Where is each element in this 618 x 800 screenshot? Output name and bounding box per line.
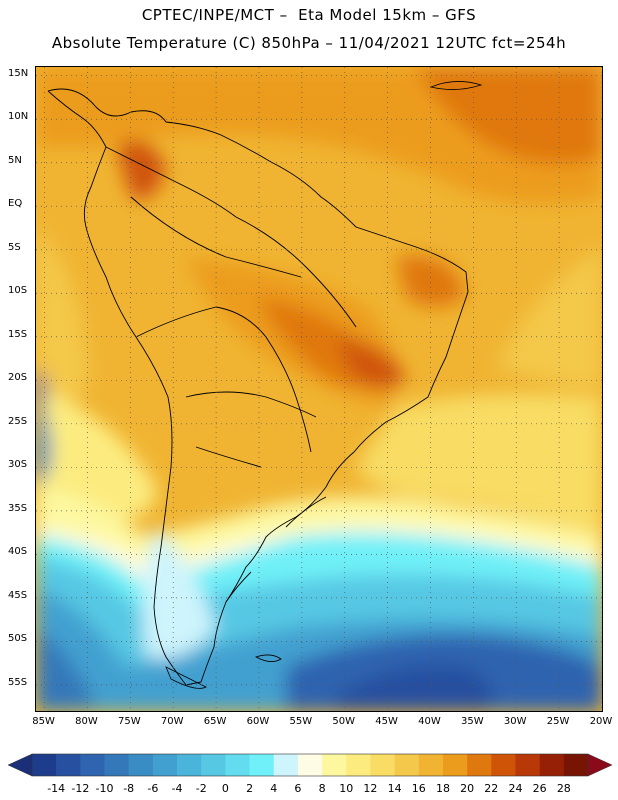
lon-tick-label: 50W [332,716,356,727]
lat-tick-label: 15S [8,328,28,340]
lon-tick-label: 35W [461,716,484,727]
colorbar-swatch [491,754,516,776]
colorbar-tick-label: -6 [147,782,159,795]
colorbar-swatch [539,754,565,776]
lat-tick-label: 20S [8,372,28,384]
colorbar-tick-label: 8 [318,782,326,795]
lat-tick-label: 50S [8,633,28,645]
colorbar-under-arrow [7,753,33,777]
lat-tick-label: 10N [8,111,29,123]
lon-tick-label: 80W [75,716,98,727]
colorbar-tick-label: 14 [387,782,402,795]
colorbar-swatch [563,754,589,776]
colorbar-tick-label: -14 [47,782,66,795]
lon-tick-label: 70W [160,716,184,727]
colorbar-tick-label: 20 [460,782,475,795]
map-title-line2: Absolute Temperature (C) 850hPa – 11/04/… [51,34,567,52]
colorbar-swatch [322,754,347,776]
colorbar-tick-label: 16 [411,782,426,795]
lon-tick-label: 65W [203,716,227,727]
coastlines [47,88,469,686]
colorbar-swatch [104,754,129,776]
colorbar-swatch [442,754,468,776]
colorbar-tick-label: 12 [363,782,378,795]
lon-tick-label: 60W [246,716,270,727]
colorbar-tick-label: 2 [246,782,254,795]
lat-tick-label: 45S [8,589,28,601]
lon-tick-label: 85W [32,716,55,727]
colorbar-tick-label: -12 [71,782,90,795]
lat-tick-label: 30S [8,459,28,471]
colorbar-swatch [297,754,323,776]
colorbar-tick-label: 24 [508,782,523,795]
lat-tick-label: 35S [8,502,28,514]
colorbar-swatch [32,754,57,776]
colorbar-swatch [225,754,250,776]
colorbar-swatch [515,754,540,776]
temperature-map [35,66,603,712]
temperature-contours [36,67,602,711]
colorbar-tick-label: 10 [339,782,354,795]
colorbar-tick-label: -4 [171,782,183,795]
lon-tick-label: 75W [118,716,141,727]
colorbar-tick-label: 28 [556,782,571,795]
colorbar-tick-label: 6 [294,782,302,795]
lat-tick-label: 55S [8,676,28,688]
colorbar-swatch [467,754,492,776]
lat-tick-label: 15N [8,67,29,79]
colorbar-tick-label: 22 [484,782,499,795]
colorbar-swatch [370,754,395,776]
lon-tick-label: 20W [589,716,613,727]
colorbar-swatch [80,754,105,776]
lon-tick-label: 30W [503,716,527,727]
lat-tick-label: EQ [8,198,23,210]
colorbar-swatch [418,754,444,776]
colorbar-tick-label: 4 [270,782,278,795]
lon-tick-label: 45W [375,716,398,727]
colorbar-tick-label: 18 [435,782,450,795]
colorbar-tick-label: -10 [95,782,114,795]
colorbar-swatch [394,754,420,776]
map-title-line1: CPTEC/INPE/MCT – Eta Model 15km – GFS [141,6,477,24]
colorbar-swatch [177,754,202,776]
lon-tick-label: 40W [418,716,441,727]
colorbar-swatch [249,754,275,776]
lon-tick-label: 25W [546,716,570,727]
colorbar-swatch [346,754,371,776]
colorbar-over-arrow [587,753,613,777]
lat-tick-label: 40S [8,546,28,558]
lon-tick-label: 55W [289,716,313,727]
lat-tick-label: 5S [8,241,21,253]
colorbar-swatch [201,754,226,776]
colorbar-tick-label: 0 [221,782,229,795]
islands [165,81,483,689]
colorbar-swatch [56,754,81,776]
lat-tick-label: 25S [8,415,28,427]
colorbar-swatch [273,754,299,776]
colorbar [7,753,613,777]
colorbar-tick-label: 26 [532,782,547,795]
map-canvas [36,67,602,711]
colorbar-tick-label: -2 [195,782,207,795]
lat-tick-label: 5N [8,154,22,166]
colorbar-tick-label: -8 [123,782,135,795]
colorbar-swatch [128,754,154,776]
colorbar-swatch [152,754,178,776]
lat-tick-label: 10S [8,285,28,297]
